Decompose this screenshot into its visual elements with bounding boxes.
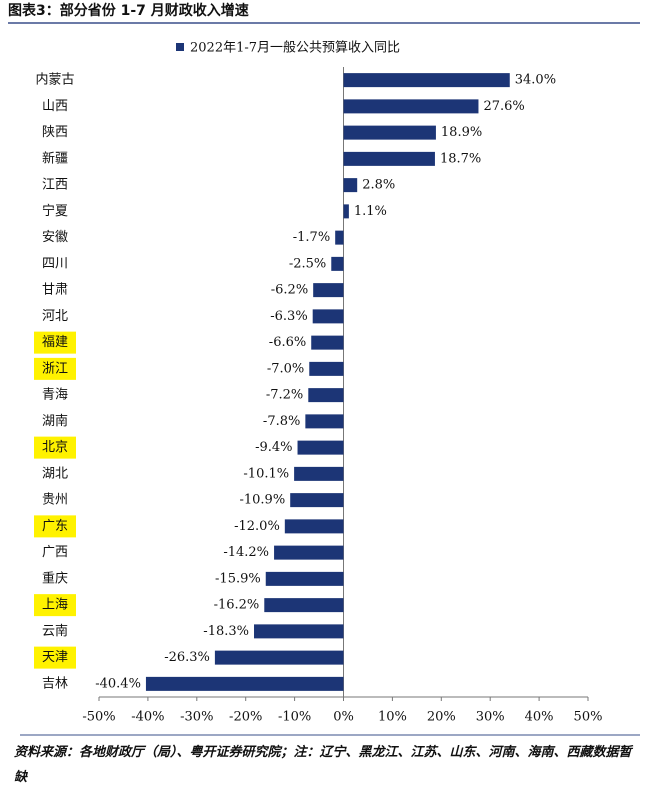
value-label: -9.4% (255, 440, 292, 455)
value-label: -7.8% (263, 414, 300, 429)
y-tick-label: 河北 (42, 309, 68, 324)
x-tick-label: -40% (131, 710, 164, 725)
value-label: -26.3% (164, 650, 210, 665)
value-label: 18.7% (440, 151, 481, 166)
y-tick-label: 浙江 (42, 361, 68, 376)
x-tick-label: -20% (229, 710, 262, 725)
y-tick-label: 山西 (42, 99, 68, 114)
value-label: 1.1% (354, 204, 387, 219)
y-tick-label: 贵州 (42, 493, 68, 508)
value-label: -10.9% (239, 493, 285, 508)
highlight (34, 331, 76, 354)
value-label: -40.4% (95, 676, 141, 691)
x-tick-label: 20% (427, 710, 456, 725)
value-label: -7.0% (267, 361, 304, 376)
bar (254, 624, 344, 639)
bar (284, 519, 344, 534)
y-tick-label: 四川 (42, 256, 68, 271)
bar (331, 256, 344, 271)
bar (343, 125, 436, 140)
legend-label: 2022年1-7月一般公共预算收入同比 (190, 40, 400, 56)
bar (311, 335, 344, 350)
bar (265, 571, 344, 586)
y-tick-label: 广东 (42, 519, 68, 534)
value-label: 27.6% (483, 99, 524, 114)
x-tick-label: -10% (278, 710, 311, 725)
value-label: -6.2% (271, 283, 308, 298)
bar (343, 99, 479, 114)
x-tick-label: 40% (525, 710, 554, 725)
y-tick-label: 上海 (42, 598, 68, 613)
bar (145, 676, 344, 691)
legend-swatch (176, 43, 184, 51)
chart: 图表3：部分省份 1-7 月财政收入增速 -50% -40% -30% -20% -10… (8, 2, 640, 736)
y-tick-label: 天津 (42, 650, 68, 665)
highlight (34, 594, 76, 617)
value-label: -10.1% (243, 466, 289, 481)
value-label: -6.6% (269, 335, 306, 350)
y-tick-label: 陕西 (42, 125, 68, 140)
y-tick-label: 吉林 (42, 676, 68, 691)
y-tick-label: 安徽 (42, 230, 68, 245)
bar (343, 151, 435, 166)
y-tick-label: 宁夏 (42, 203, 68, 219)
value-label: -15.9% (215, 571, 261, 586)
bar (274, 545, 344, 560)
bar (309, 361, 344, 376)
bar (343, 73, 510, 88)
highlight (34, 436, 76, 459)
y-tick-label: 新疆 (42, 150, 68, 166)
y-tick-label: 北京 (42, 440, 68, 455)
y-tick-label: 江西 (42, 178, 68, 193)
highlight (34, 515, 76, 538)
bar (305, 414, 344, 429)
value-label: -1.7% (293, 230, 330, 245)
y-tick-label: 湖南 (42, 413, 68, 429)
bar (308, 388, 344, 403)
value-label: -12.0% (234, 519, 280, 534)
y-tick-label: 内蒙古 (35, 72, 74, 88)
y-tick-label: 福建 (42, 335, 68, 350)
bar (297, 440, 344, 455)
x-tick-label: -30% (180, 710, 213, 725)
value-label: 2.8% (362, 178, 395, 193)
value-label: 34.0% (515, 73, 556, 88)
bar (312, 309, 344, 324)
bar (343, 178, 358, 193)
value-label: -2.5% (289, 256, 326, 271)
bar (313, 283, 344, 298)
value-label: 18.9% (441, 125, 482, 140)
source-note: 资料来源：各地财政厅（局）、粤开证券研究院；注：辽宁、黑龙江、江苏、山东、河南、… (14, 745, 632, 785)
bar (343, 204, 349, 219)
highlight (34, 646, 76, 669)
y-tick-label: 湖北 (42, 466, 68, 481)
y-tick-label: 重庆 (42, 570, 68, 586)
y-tick-label: 甘肃 (42, 283, 68, 298)
y-tick-label: 云南 (42, 623, 68, 639)
x-tick-label: -50% (82, 710, 115, 725)
chart-title: 图表3：部分省份 1-7 月财政收入增速 (8, 2, 249, 19)
bar (264, 598, 344, 613)
bar (294, 466, 344, 481)
value-label: -16.2% (214, 598, 260, 613)
value-label: -6.3% (270, 309, 307, 324)
y-tick-label: 青海 (42, 388, 68, 403)
x-tick-label: 0% (333, 710, 354, 725)
x-tick-label: 50% (574, 710, 603, 725)
value-label: -18.3% (203, 624, 249, 639)
highlight (34, 357, 76, 380)
value-label: -7.2% (266, 388, 303, 403)
value-label: -14.2% (223, 545, 269, 560)
y-tick-label: 广西 (42, 545, 68, 560)
bar (335, 230, 344, 245)
bar (214, 650, 344, 665)
x-tick-label: 10% (378, 710, 407, 725)
bar (290, 493, 344, 508)
x-tick-label: 30% (476, 710, 505, 725)
